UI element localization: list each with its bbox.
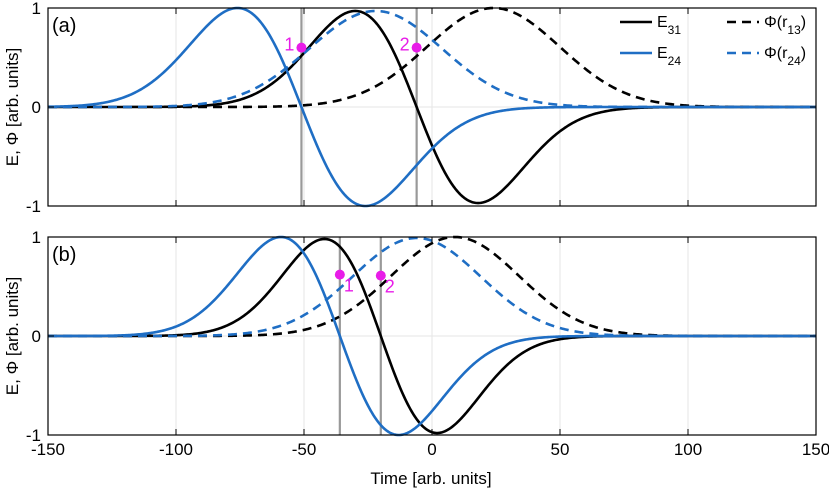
panel-a: -1 0 1 E, Φ [arb. units] (a) 1 2 E31 Φ(r13) E24 Φ(… [3,0,817,216]
x-tick-label: 0 [427,440,436,459]
x-tick-label: -100 [159,440,193,459]
y-tick-label: -1 [26,426,41,445]
marker-point-2 [411,42,422,53]
legend: E31 Φ(r13) E24 Φ(r24) [620,14,806,68]
marker-label-2: 2 [400,35,410,55]
x-tick-label: 100 [674,440,702,459]
x-tick-label: 150 [802,440,829,459]
panel-label: (a) [52,15,76,37]
marker-point-1 [296,42,307,53]
x-tick-label: -50 [292,440,317,459]
marker-label-1: 1 [284,35,294,55]
x-tick-label: 50 [551,440,570,459]
y-tick-label: 1 [32,0,41,18]
y-axis-label: E, Φ [arb. units] [3,277,22,395]
marker-label-1: 1 [344,276,354,296]
x-axis-label: Time [arb. units] [370,469,491,488]
legend-entry: Φ(r13) [764,14,806,37]
x-tick-label: -150 [31,440,65,459]
marker-point-2 [375,270,386,281]
y-tick-label: 1 [32,228,41,247]
y-axis-label: E, Φ [arb. units] [3,48,22,166]
legend-entry: E24 [657,45,681,68]
legend-entry: Φ(r24) [764,45,806,68]
series-line-blue-dashed [47,9,817,109]
marker-label-2: 2 [385,277,395,297]
marker-point-1 [334,269,345,280]
y-tick-label: -1 [26,197,41,216]
panel-label: (b) [52,244,76,266]
y-tick-label: 0 [32,327,41,346]
y-tick-label: 0 [32,98,41,117]
legend-entry: E31 [657,14,681,37]
panel-b: -1 0 1 -150 -100 -50 0 50 100 150 E, Φ [arb. units… [3,228,829,459]
